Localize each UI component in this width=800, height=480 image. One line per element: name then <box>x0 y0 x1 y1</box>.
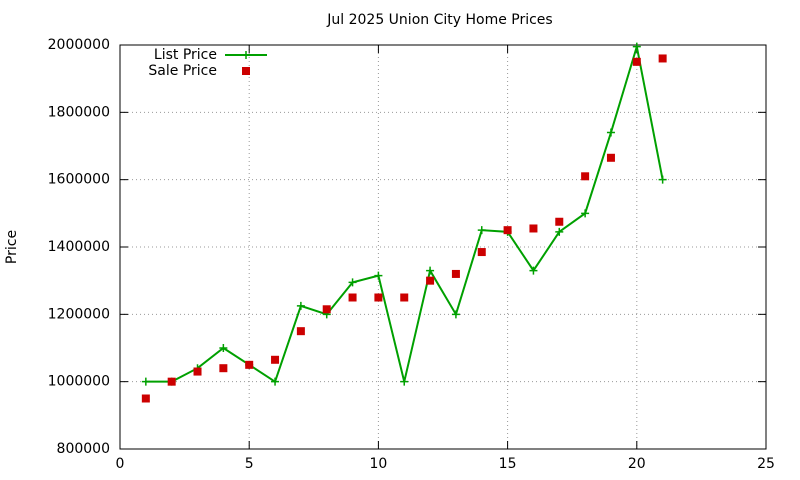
y-tick-label: 800000 <box>57 441 110 457</box>
data-point <box>374 293 383 302</box>
data-point <box>296 301 305 310</box>
legend-marker <box>242 67 250 75</box>
data-point <box>322 305 331 314</box>
data-point <box>245 360 254 369</box>
data-point <box>581 209 590 218</box>
data-point <box>141 377 150 386</box>
data-point <box>271 355 280 364</box>
data-point <box>477 226 486 235</box>
y-tick-label: 2000000 <box>48 37 110 53</box>
y-tick-label: 1800000 <box>48 104 110 120</box>
x-tick-label: 0 <box>116 456 125 472</box>
y-tick-label: 1400000 <box>48 239 110 255</box>
data-point <box>271 377 280 386</box>
data-point <box>426 276 435 285</box>
x-tick-label: 15 <box>499 456 517 472</box>
data-point <box>581 172 590 181</box>
y-tick-label: 1600000 <box>48 172 110 188</box>
data-point <box>477 248 486 257</box>
data-point <box>141 394 150 403</box>
plot-border <box>119 44 767 450</box>
data-point <box>348 293 357 302</box>
data-point <box>606 153 615 162</box>
data-point <box>219 364 228 373</box>
x-tick-label: 10 <box>369 456 387 472</box>
data-point <box>374 271 383 280</box>
data-point <box>348 278 357 287</box>
data-point <box>503 226 512 235</box>
data-point <box>555 227 564 236</box>
y-tick-label: 1200000 <box>48 306 110 322</box>
data-point <box>400 293 409 302</box>
data-point <box>400 377 409 386</box>
data-point <box>632 42 641 51</box>
data-point <box>658 54 667 63</box>
x-tick-label: 5 <box>245 456 254 472</box>
data-point <box>658 175 667 184</box>
legend-label: Sale Price <box>148 63 217 79</box>
data-point <box>167 377 176 386</box>
x-tick-label: 25 <box>757 456 775 472</box>
x-tick-label: 20 <box>628 456 646 472</box>
data-point <box>426 266 435 275</box>
data-point <box>193 367 202 376</box>
legend-label: List Price <box>154 47 217 63</box>
data-point <box>555 217 564 226</box>
data-point <box>529 224 538 233</box>
data-point <box>632 57 641 66</box>
y-tick-label: 1000000 <box>48 374 110 390</box>
legend-marker <box>242 51 250 59</box>
data-point <box>451 310 460 319</box>
data-point <box>606 128 615 137</box>
y-axis-label: Price <box>4 230 20 264</box>
chart-title: Jul 2025 Union City Home Prices <box>326 12 552 28</box>
data-point <box>296 327 305 336</box>
data-point <box>529 266 538 275</box>
data-point <box>451 269 460 278</box>
data-point <box>219 344 228 352</box>
